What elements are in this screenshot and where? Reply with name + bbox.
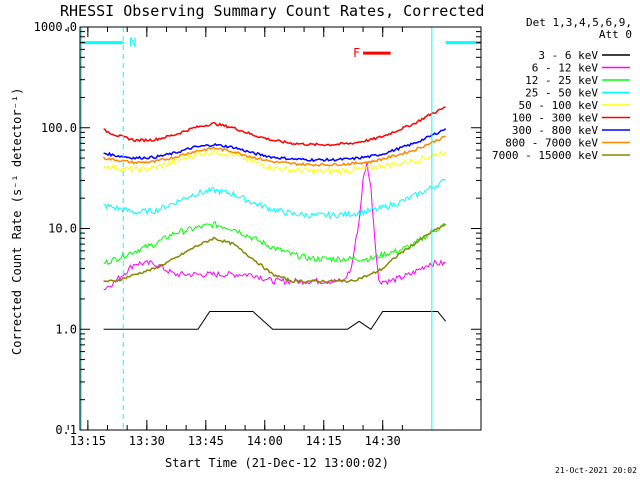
y-tick-label: 10.0 [48, 222, 77, 236]
series-line [103, 223, 447, 284]
legend-entry: 25 - 50 keV [525, 87, 598, 100]
legend-entry: 3 - 6 keV [538, 49, 598, 62]
series-line [103, 220, 446, 265]
y-axis-label: Corrected Count Rate (s⁻¹ detector⁻¹) [10, 88, 24, 355]
x-tick-label: 13:15 [70, 434, 106, 448]
series-line [103, 147, 447, 176]
y-tick-label: 1000.0 [34, 20, 77, 34]
legend-entry: 300 - 800 keV [512, 124, 598, 137]
legend-entry: 50 - 100 keV [519, 99, 599, 112]
legend-header: Att 0 [599, 28, 632, 41]
y-tick-label: 1.0 [55, 322, 77, 336]
x-axis-label: Start Time (21-Dec-12 13:00:02) [165, 456, 389, 470]
legend-header: Det 1,3,4,5,6,9, [526, 16, 632, 29]
series-line [103, 161, 446, 291]
legend-entry: 12 - 25 keV [525, 74, 598, 87]
plot-frame [79, 26, 482, 431]
y-tick-label: 0.1 [55, 423, 77, 437]
series-line [102, 135, 446, 167]
legend-entry: 100 - 300 keV [512, 112, 598, 125]
axes: 0.1 1.0 10.0 100.0 1000.0 13:15 13:30 13:45 14:0… [34, 20, 482, 448]
series-line [103, 178, 446, 220]
series-group [102, 106, 447, 331]
series-line [103, 106, 446, 147]
x-tick-label: 14:00 [247, 434, 283, 448]
x-tick-label: 13:30 [129, 434, 165, 448]
legend-entry: 800 - 7000 keV [505, 137, 598, 150]
annotation-label: N [129, 36, 136, 50]
x-tick-label: 13:45 [188, 434, 224, 448]
annotation-label: F [353, 46, 360, 60]
y-tick-label: 100.0 [41, 121, 77, 135]
legend-entry: 7000 - 15000 keV [492, 149, 598, 162]
chart-title: RHESSI Observing Summary Count Rates, Co… [60, 2, 484, 20]
legend-entry: 6 - 12 keV [532, 62, 599, 75]
series-line [103, 128, 447, 163]
annotation-group: NF [80, 27, 482, 430]
series-line [103, 311, 447, 331]
x-tick-label: 14:30 [365, 434, 401, 448]
timestamp: 21-Oct-2021 20:02 [555, 466, 637, 475]
x-tick-label: 14:15 [306, 434, 342, 448]
